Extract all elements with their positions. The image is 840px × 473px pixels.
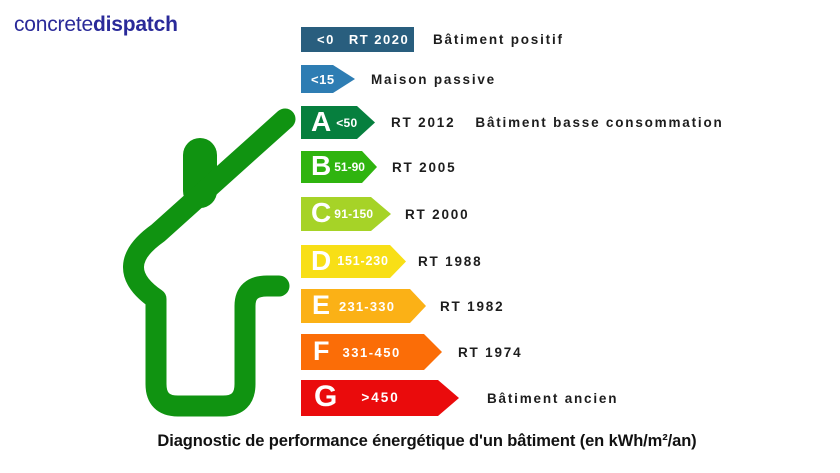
band-class-letter: A xyxy=(311,105,332,137)
energy-band-bar-class-f: F 331-450 xyxy=(301,334,442,370)
band-range-value: <0 xyxy=(317,32,335,47)
band-class-letter: E xyxy=(312,289,331,320)
brand-logo: concretedispatch xyxy=(14,12,178,37)
energy-band-class-b: B 51-90 RT 2005 xyxy=(301,151,456,183)
energy-band-rt-2020: <0 RT 2020 Bâtiment positif xyxy=(301,27,564,52)
energy-band-class-g: G >450 Bâtiment ancien xyxy=(301,380,618,416)
energy-band-bar-class-c: C 91-150 xyxy=(301,197,391,231)
band-label: Maison passive xyxy=(371,71,496,87)
energy-band-maison-passive: <15 Maison passive xyxy=(301,65,496,93)
band-label: RT 1974 xyxy=(458,344,523,360)
band-range-value: >450 xyxy=(361,390,400,406)
band-label: Bâtiment positif xyxy=(433,32,564,47)
energy-band-bar-class-b: B 51-90 xyxy=(301,151,377,183)
energy-band-class-a: A <50 RT 2012 Bâtiment basse consommation xyxy=(301,106,724,139)
energy-band-class-e: E 231-330 RT 1982 xyxy=(301,289,504,323)
band-range-value: 331-450 xyxy=(342,344,401,360)
band-range-value: 151-230 xyxy=(337,254,389,269)
band-label: Bâtiment ancien xyxy=(487,390,619,406)
band-range-value: 91-150 xyxy=(334,207,374,221)
chart-caption: Diagnostic de performance énergétique d'… xyxy=(157,432,697,450)
band-label: Bâtiment basse consommation xyxy=(475,115,724,130)
band-range-value: 231-330 xyxy=(339,298,396,314)
energy-band-class-f: F 331-450 RT 1974 xyxy=(301,334,522,370)
band-label: RT 2000 xyxy=(405,206,470,222)
brand-logo-bold: dispatch xyxy=(92,13,178,36)
energy-band-bar-rt-2020: <0 RT 2020 xyxy=(301,27,414,52)
band-class-letter: F xyxy=(313,335,330,366)
green-house-icon xyxy=(123,108,296,417)
energy-band-bar-class-e: E 231-330 xyxy=(301,289,426,323)
energy-band-bar-class-g: G >450 xyxy=(301,380,459,416)
band-class-letter: B xyxy=(311,150,332,181)
band-class-letter: D xyxy=(311,244,332,276)
energy-band-bar-class-a: A <50 xyxy=(301,106,375,139)
energy-band-class-c: C 91-150 RT 2000 xyxy=(301,197,469,231)
band-label: RT 2005 xyxy=(392,159,457,175)
band-range-value: 51-90 xyxy=(334,160,365,174)
band-label: RT 2012 xyxy=(391,115,456,130)
band-label: RT 1988 xyxy=(418,254,483,269)
energy-band-class-d: D 151-230 RT 1988 xyxy=(301,245,482,278)
band-class-letter: C xyxy=(311,197,332,228)
energy-band-bar-maison-passive: <15 xyxy=(301,65,355,93)
band-label: RT 1982 xyxy=(440,298,505,314)
band-range-value: <50 xyxy=(336,115,358,130)
band-class-letter: G xyxy=(314,380,338,413)
brand-logo-regular: concrete xyxy=(14,13,93,36)
band-range-value: <15 xyxy=(311,71,335,87)
band-rt-tag: RT 2020 xyxy=(348,32,410,47)
energy-band-bar-class-d: D 151-230 xyxy=(301,245,406,278)
